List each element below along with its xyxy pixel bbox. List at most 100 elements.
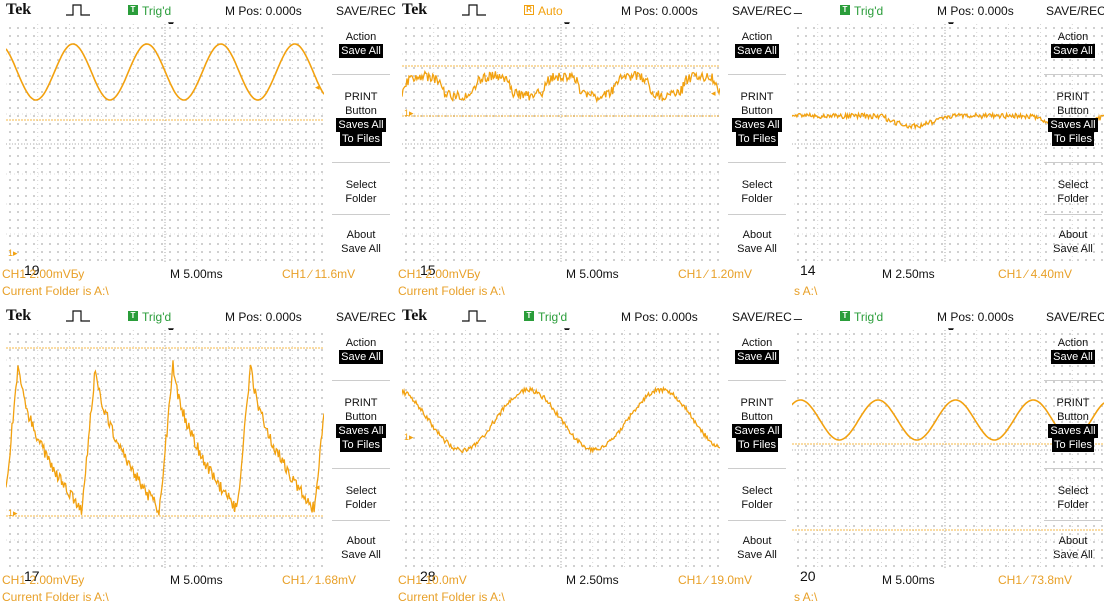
timebase-readout: M 5.00ms (566, 267, 619, 281)
menu-text: Select (1057, 485, 1089, 497)
about-save-all-menu-button[interactable]: About Save All (724, 228, 790, 256)
menu-text: Select (741, 485, 773, 497)
brand-logo: Tek (6, 307, 32, 324)
ch1-trace: 1▸◂ (402, 385, 720, 454)
ch1-trace: ◂ (792, 399, 1104, 531)
menu-text: Select (741, 179, 773, 191)
current-folder-text: Current Folder is A:\ (398, 284, 505, 298)
menu-text: Button (345, 411, 377, 423)
menu-divider (1044, 162, 1102, 163)
select-folder-menu-button[interactable]: Select Folder (724, 484, 790, 512)
trigger-status-icon: T (128, 5, 138, 15)
print-button-menu-button[interactable]: PRINT Button Saves All To Files (724, 90, 790, 146)
menu-divider (1044, 468, 1102, 469)
menu-text: To Files (340, 132, 382, 146)
about-save-all-menu-button[interactable]: About Save All (724, 534, 790, 562)
horizontal-position: M Pos: 0.000s (621, 4, 698, 18)
select-folder-menu-button[interactable]: Select Folder (328, 178, 394, 206)
select-folder-menu-button[interactable]: Select Folder (1040, 484, 1104, 512)
horizontal-position: M Pos: 0.000s (225, 4, 302, 18)
trigger-status-icon: T (840, 311, 850, 321)
select-folder-menu-button[interactable]: Select Folder (724, 178, 790, 206)
waveform-display: ◂14 (792, 24, 1104, 278)
acquisition-icon (66, 309, 90, 323)
print-button-menu-button[interactable]: PRINT Button Saves All To Files (328, 396, 394, 452)
menu-text: Save All (737, 243, 777, 255)
svg-text:◂: ◂ (711, 88, 716, 98)
menu-text: Saves All (336, 424, 386, 438)
side-menu: Action Save All PRINT Button Saves All To Fil… (1040, 330, 1104, 570)
menu-divider (332, 380, 390, 381)
menu-text: PRINT (344, 91, 378, 103)
waveform-display: 1▸ ◂ 17 (6, 330, 324, 584)
timebase-readout: M 2.50ms (882, 267, 935, 281)
readout-bar: CH1 2.00mVБу M 5.00ms CH1 ∕ 1.68mV Current … (0, 572, 396, 612)
menu-text: PRINT (1056, 397, 1090, 409)
menu-title: SAVE/REC (1046, 4, 1104, 18)
select-folder-menu-button[interactable]: Select Folder (328, 484, 394, 512)
action-menu-button[interactable]: Action Save All (1040, 30, 1104, 58)
menu-text: Saves All (336, 118, 386, 132)
trigger-status-icon: R (524, 5, 534, 15)
menu-text: Select (345, 485, 377, 497)
brand-logo: _ (794, 0, 802, 14)
print-button-menu-button[interactable]: PRINT Button Saves All To Files (724, 396, 790, 452)
menu-title: SAVE/REC (336, 310, 396, 324)
svg-text:1▸: 1▸ (8, 248, 18, 258)
menu-text: PRINT (344, 397, 378, 409)
menu-text: About (346, 535, 376, 547)
menu-text: Save All (341, 549, 381, 561)
menu-text: To Files (736, 438, 778, 452)
print-button-menu-button[interactable]: PRINT Button Saves All To Files (1040, 396, 1104, 452)
readout-bar: CH1 2.00mVБу M 5.00ms CH1 ∕ 1.20mV Current … (396, 266, 792, 306)
about-save-all-menu-button[interactable]: About Save All (328, 534, 394, 562)
ch1-trace: 1▸◂ (6, 347, 324, 518)
menu-title: SAVE/REC (732, 310, 792, 324)
menu-text: Action (741, 31, 773, 43)
action-menu-button[interactable]: Action Save All (328, 30, 394, 58)
menu-text: Action (1057, 337, 1089, 349)
print-button-menu-button[interactable]: PRINT Button Saves All To Files (1040, 90, 1104, 146)
readout-bar: CH1 2.00mVБу M 5.00ms CH1 ∕ 11.6mV Current … (0, 266, 396, 306)
menu-title: SAVE/REC (732, 4, 792, 18)
menu-text: About (742, 229, 772, 241)
brand-logo: Tek (6, 1, 32, 18)
trigger-status: Trig'd (854, 4, 884, 18)
waveform-display: 1▸ ◂ 19 (6, 24, 324, 278)
trigger-level-readout: CH1 ∕ 19.0mV (678, 573, 753, 587)
select-folder-menu-button[interactable]: Select Folder (1040, 178, 1104, 206)
menu-text: Folder (345, 193, 377, 205)
menu-divider (1044, 520, 1102, 521)
current-folder-text: Current Folder is A:\ (398, 590, 505, 604)
action-menu-button[interactable]: Action Save All (328, 336, 394, 364)
trigger-level-readout: CH1 ∕ 11.6mV (282, 267, 356, 281)
action-menu-button[interactable]: Action Save All (724, 336, 790, 364)
about-save-all-menu-button[interactable]: About Save All (1040, 534, 1104, 562)
menu-text: Button (1057, 411, 1089, 423)
ch1-trace: 1▸◂ (6, 43, 324, 258)
trigger-status-icon: T (128, 311, 138, 321)
menu-text: About (1058, 229, 1088, 241)
current-folder-text: s A:\ (794, 284, 818, 298)
about-save-all-menu-button[interactable]: About Save All (328, 228, 394, 256)
trigger-status: Trig'd (142, 310, 172, 324)
menu-divider (728, 74, 786, 75)
menu-divider (332, 162, 390, 163)
menu-text: Saves All (732, 118, 782, 132)
menu-text: Folder (741, 499, 773, 511)
action-menu-button[interactable]: Action Save All (1040, 336, 1104, 364)
horizontal-position: M Pos: 0.000s (225, 310, 302, 324)
menu-divider (728, 520, 786, 521)
about-save-all-menu-button[interactable]: About Save All (1040, 228, 1104, 256)
action-menu-button[interactable]: Action Save All (724, 30, 790, 58)
capture-number: 28 (420, 568, 436, 584)
horizontal-position: M Pos: 0.000s (937, 310, 1014, 324)
menu-divider (332, 214, 390, 215)
print-button-menu-button[interactable]: PRINT Button Saves All To Files (328, 90, 394, 146)
menu-text: Button (345, 105, 377, 117)
